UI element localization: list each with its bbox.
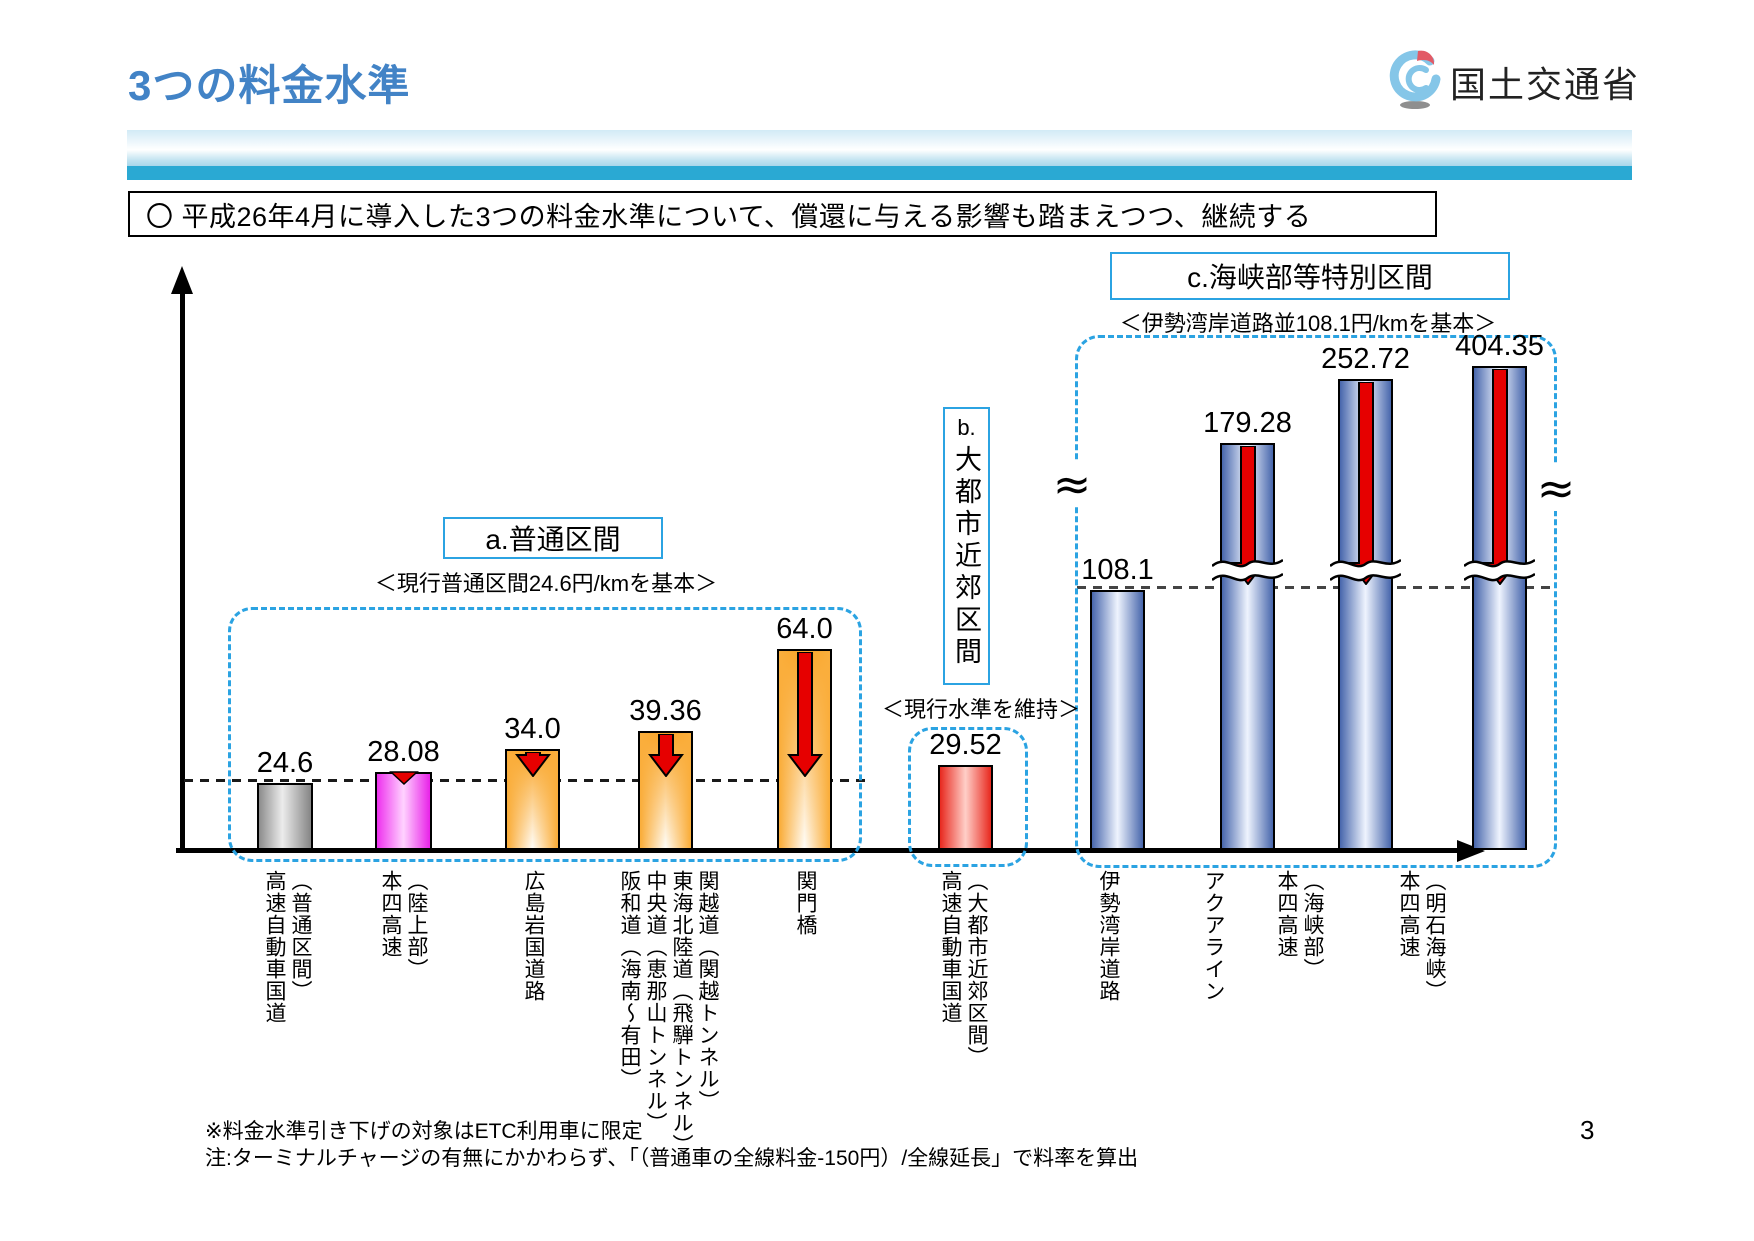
bar-break-icon: [1211, 550, 1284, 595]
bar-label: （陸上部） 本四高速: [379, 870, 428, 980]
reduction-arrow-icon: [388, 771, 419, 791]
group-a-title: a.普通区間: [485, 524, 621, 555]
reduction-arrow-icon: [647, 733, 684, 782]
reduction-arrow-icon: [514, 751, 551, 782]
group-a-region: [228, 607, 862, 862]
footnote-1: ※料金水準引き下げの対象はETC利用車に限定: [205, 1120, 643, 1143]
bar-value: 29.52: [929, 729, 1002, 761]
bar-label: （海峡部） 本四高速: [1275, 870, 1324, 980]
group-b-prefix: b.: [957, 415, 976, 440]
bar: [938, 765, 993, 850]
group-c-region: [1075, 335, 1557, 868]
bar-break-icon: [1463, 550, 1536, 595]
footnote-2: 注:ターミナルチャージの有無にかかわらず、「（普通車の全線料金-150円）/全線…: [205, 1147, 1139, 1170]
page-number: 3: [1580, 1115, 1595, 1145]
group-b-title-box: b. 大都市近郊区間: [943, 407, 990, 685]
reduction-arrow-icon: [786, 651, 823, 782]
y-axis-arrow-icon: [171, 266, 193, 294]
group-c-title-box: c.海峡部等特別区間: [1110, 252, 1510, 300]
group-a-title-box: a.普通区間: [443, 517, 663, 559]
bar-value: 24.6: [256, 747, 314, 779]
group-c-subtitle: ＜伊勢湾岸道路並108.1円/kmを基本＞: [1119, 311, 1497, 336]
bar-label: 広島岩国道路: [522, 870, 545, 1002]
bar: [257, 783, 313, 850]
axis-break-icon: ≈: [1533, 465, 1579, 511]
bar-break-icon: [1329, 550, 1402, 595]
bar-value: 34.0: [504, 713, 561, 745]
bar-value: 64.0: [776, 613, 833, 645]
bar: [505, 749, 560, 850]
group-a-subtitle: ＜現行普通区間24.6円/kmを基本＞: [374, 571, 718, 596]
bar-value: 28.08: [367, 736, 440, 768]
bar-label: 関越道（関越トンネル） 東海北陸道（飛騨トンネル） 中央道（恵那山トンネル） 阪…: [618, 870, 719, 1156]
group-b-title: 大都市近郊区間: [951, 445, 981, 669]
bar-value: 39.36: [629, 695, 702, 727]
bar-label: （普通区間） 高速自動車国道: [263, 870, 312, 1024]
bar-value: 404.35: [1455, 330, 1544, 362]
x-axis: [176, 848, 1460, 853]
bar-value: 179.28: [1203, 407, 1292, 439]
footnotes: ※料金水準引き下げの対象はETC利用車に限定 注:ターミナルチャージの有無にかか…: [205, 1118, 1138, 1172]
bar-label: アクアライン: [1202, 870, 1225, 1002]
mlit-logo: 国土交通省: [1388, 48, 1640, 115]
bar-label: （明石海峡） 本四高速: [1397, 870, 1446, 1002]
group-c-title: c.海峡部等特別区間: [1187, 262, 1433, 293]
bar-value: 108.1: [1081, 554, 1154, 586]
bar-label: 伊勢湾岸道路: [1097, 870, 1120, 1002]
statement-box: 〇 平成26年4月に導入した3つの料金水準について、償還に与える影響も踏まえつつ…: [128, 191, 1437, 237]
agency-name: 国土交通省: [1450, 63, 1641, 105]
y-axis: [180, 292, 185, 852]
title-underline-stripe: [127, 166, 1632, 180]
axis-break-icon: ≈: [1049, 461, 1095, 507]
bar-label: 関門橋: [794, 870, 817, 936]
bar-value: 252.72: [1321, 343, 1410, 375]
group-b-region: [908, 727, 1028, 867]
statement-text: 〇 平成26年4月に導入した3つの料金水準について、償還に与える影響も踏まえつつ…: [146, 201, 1312, 232]
page-title: 3つの料金水準: [128, 62, 411, 109]
bar-label: （大都市近郊区間） 高速自動車国道: [939, 870, 988, 1068]
reference-line-108-1: [1077, 586, 1555, 589]
title-underline-band: [127, 130, 1632, 166]
mlit-logo-icon: [1388, 48, 1442, 115]
group-b-subtitle: ＜現行水準を維持＞: [881, 697, 1080, 722]
bar: [1090, 590, 1145, 850]
